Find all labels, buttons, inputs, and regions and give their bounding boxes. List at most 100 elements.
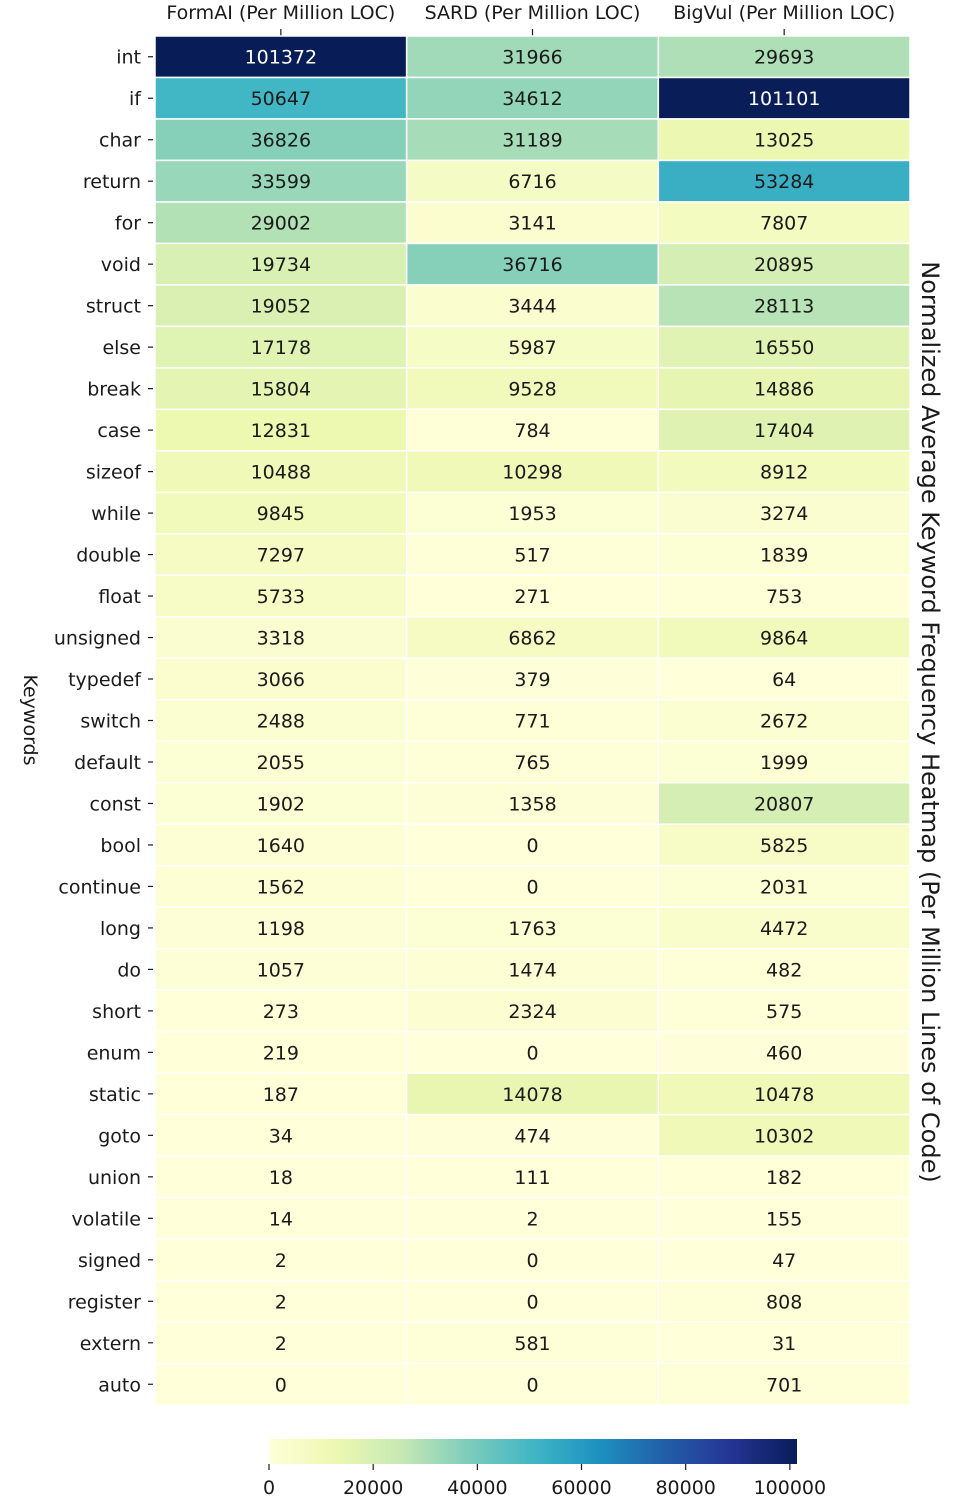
heatmap-cell <box>657 1362 911 1406</box>
heatmap-cell <box>405 159 660 203</box>
cell-value-label: 10302 <box>754 1125 814 1147</box>
heatmap-cell <box>657 781 911 825</box>
row-label: double <box>76 545 141 567</box>
heatmap-cell <box>657 616 911 660</box>
cell-value-label: 34612 <box>502 88 562 110</box>
cell-value-label: 17178 <box>251 337 311 359</box>
cell-value-label: 219 <box>263 1042 299 1064</box>
cell-value-label: 460 <box>766 1042 802 1064</box>
cell-value-label: 0 <box>275 1374 287 1396</box>
cell-value-label: 482 <box>766 959 802 981</box>
cell-value-label: 10298 <box>502 462 562 484</box>
row-label: register <box>68 1291 141 1313</box>
cell-value-label: 31966 <box>502 47 562 69</box>
colorbar <box>269 1439 797 1464</box>
cell-value-label: 1198 <box>257 918 305 940</box>
heatmap-cell <box>154 35 408 79</box>
cell-value-label: 3274 <box>760 503 808 525</box>
heatmap-cell <box>154 947 408 991</box>
cell-value-label: 13025 <box>754 130 814 152</box>
row-label: else <box>102 337 141 359</box>
heatmap-cell <box>405 491 660 535</box>
colorbar-tick-label: 20000 <box>343 1477 403 1499</box>
heatmap-cell <box>154 1030 408 1074</box>
heatmap-cell <box>154 781 408 825</box>
heatmap-cell <box>154 657 408 701</box>
row-label: unsigned <box>54 628 141 650</box>
cell-value-label: 379 <box>514 669 550 691</box>
cell-value-label: 2 <box>275 1291 287 1313</box>
cell-value-label: 101101 <box>748 88 821 110</box>
cell-value-label: 2055 <box>257 752 305 774</box>
heatmap-cell <box>405 574 660 618</box>
cell-value-label: 1902 <box>257 793 305 815</box>
heatmap-cell <box>405 616 660 660</box>
heatmap-cell <box>657 201 911 245</box>
row-label: struct <box>86 296 141 318</box>
heatmap-cell <box>657 284 911 328</box>
heatmap-cell <box>405 367 660 411</box>
cell-value-label: 1839 <box>760 545 808 567</box>
heatmap-cell <box>405 1030 660 1074</box>
cell-value-label: 0 <box>526 1042 538 1064</box>
heatmap-cell <box>154 242 408 286</box>
row-label: return <box>83 171 141 193</box>
heatmap-cell <box>405 1155 660 1199</box>
cell-value-label: 187 <box>263 1084 299 1106</box>
cell-value-label: 101372 <box>245 47 318 69</box>
heatmap-cell <box>405 201 660 245</box>
cell-value-label: 784 <box>514 420 550 442</box>
cell-value-label: 765 <box>514 752 550 774</box>
cell-value-label: 9845 <box>257 503 305 525</box>
heatmap-cell <box>657 450 911 494</box>
row-label: break <box>87 379 141 401</box>
row-label: do <box>117 959 141 981</box>
cell-value-label: 111 <box>514 1167 550 1189</box>
cell-value-label: 19734 <box>251 254 311 276</box>
heatmap-cell <box>154 284 408 328</box>
cell-value-label: 6716 <box>508 171 556 193</box>
cell-value-label: 7297 <box>257 545 305 567</box>
heatmap-cell <box>657 76 911 120</box>
heatmap-cell <box>405 947 660 991</box>
colorbar-tick-label: 40000 <box>447 1477 507 1499</box>
column-header: SARD (Per Million LOC) <box>425 2 641 24</box>
heatmap-cell <box>405 989 660 1033</box>
colorbar-tick-label: 60000 <box>551 1477 611 1499</box>
heatmap-cell <box>405 1321 660 1365</box>
cell-value-label: 8912 <box>760 462 808 484</box>
cell-value-label: 1999 <box>760 752 808 774</box>
y-axis-label: Keywords <box>19 674 41 765</box>
heatmap-cell <box>657 864 911 908</box>
heatmap-cell <box>154 408 408 452</box>
row-label: goto <box>98 1125 141 1147</box>
cell-value-label: 29693 <box>754 47 814 69</box>
cell-value-label: 474 <box>514 1125 550 1147</box>
cell-value-label: 18 <box>269 1167 293 1189</box>
cell-value-label: 1057 <box>257 959 305 981</box>
heatmap-cell <box>657 906 911 950</box>
column-header: BigVul (Per Million LOC) <box>673 2 895 24</box>
cell-value-label: 0 <box>526 876 538 898</box>
heatmap-cell <box>405 533 660 577</box>
cell-value-label: 575 <box>766 1001 802 1023</box>
cell-value-label: 3318 <box>257 628 305 650</box>
heatmap-cell <box>405 823 660 867</box>
cell-value-label: 64 <box>772 669 796 691</box>
row-label: union <box>88 1167 141 1189</box>
heatmap-cell <box>405 1279 660 1323</box>
heatmap-cell <box>154 1072 408 1116</box>
heatmap-cell <box>405 325 660 369</box>
cell-value-label: 9864 <box>760 628 808 650</box>
heatmap-cell <box>657 325 911 369</box>
cell-value-label: 10478 <box>754 1084 814 1106</box>
heatmap-cell <box>154 1155 408 1199</box>
heatmap-cell <box>657 823 911 867</box>
cell-value-label: 771 <box>514 711 550 733</box>
cell-value-label: 2324 <box>508 1001 556 1023</box>
cell-value-label: 1358 <box>508 793 556 815</box>
heatmap-cell <box>657 1238 911 1282</box>
row-label: auto <box>98 1374 141 1396</box>
